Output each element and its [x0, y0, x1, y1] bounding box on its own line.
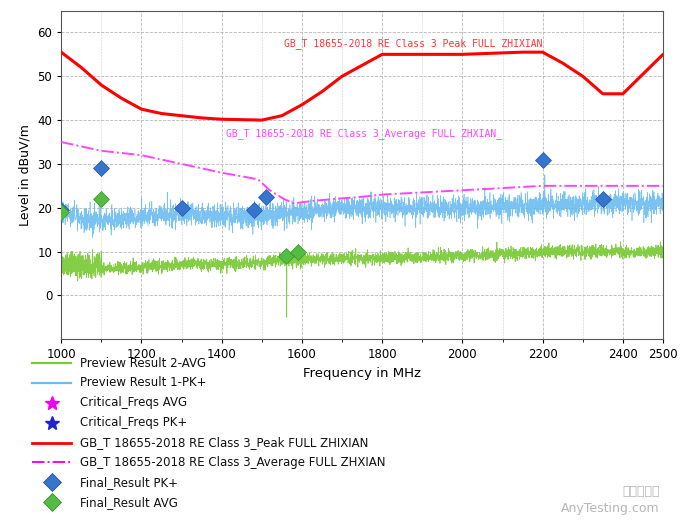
- Text: Critical_Freqs AVG: Critical_Freqs AVG: [80, 396, 188, 409]
- Text: GB_T 18655-2018 RE Class 3_Peak FULL ZHIXIAN: GB_T 18655-2018 RE Class 3_Peak FULL ZHI…: [80, 436, 369, 449]
- Text: 嘉峪检测网
AnyTesting.com: 嘉峪检测网 AnyTesting.com: [561, 485, 660, 515]
- Text: Preview Result 2-AVG: Preview Result 2-AVG: [80, 357, 206, 370]
- Text: GB_T 18655-2018 RE Class 3_Average FULL ZHXIAN: GB_T 18655-2018 RE Class 3_Average FULL …: [80, 456, 386, 469]
- Text: GB_T 18655-2018 RE Class 3 Peak FULL ZHIXIAN: GB_T 18655-2018 RE Class 3 Peak FULL ZHI…: [284, 38, 543, 49]
- Y-axis label: Level in dBuV/m: Level in dBuV/m: [19, 124, 32, 226]
- Text: Final_Result PK+: Final_Result PK+: [80, 476, 178, 489]
- Text: GB_T 18655-2018 RE Class 3_Average FULL ZHXIAN_: GB_T 18655-2018 RE Class 3_Average FULL …: [226, 128, 502, 139]
- Text: Preview Result 1-PK+: Preview Result 1-PK+: [80, 377, 207, 389]
- Text: Critical_Freqs PK+: Critical_Freqs PK+: [80, 416, 188, 429]
- X-axis label: Frequency in MHz: Frequency in MHz: [303, 367, 421, 380]
- Text: Final_Result AVG: Final_Result AVG: [80, 495, 178, 509]
